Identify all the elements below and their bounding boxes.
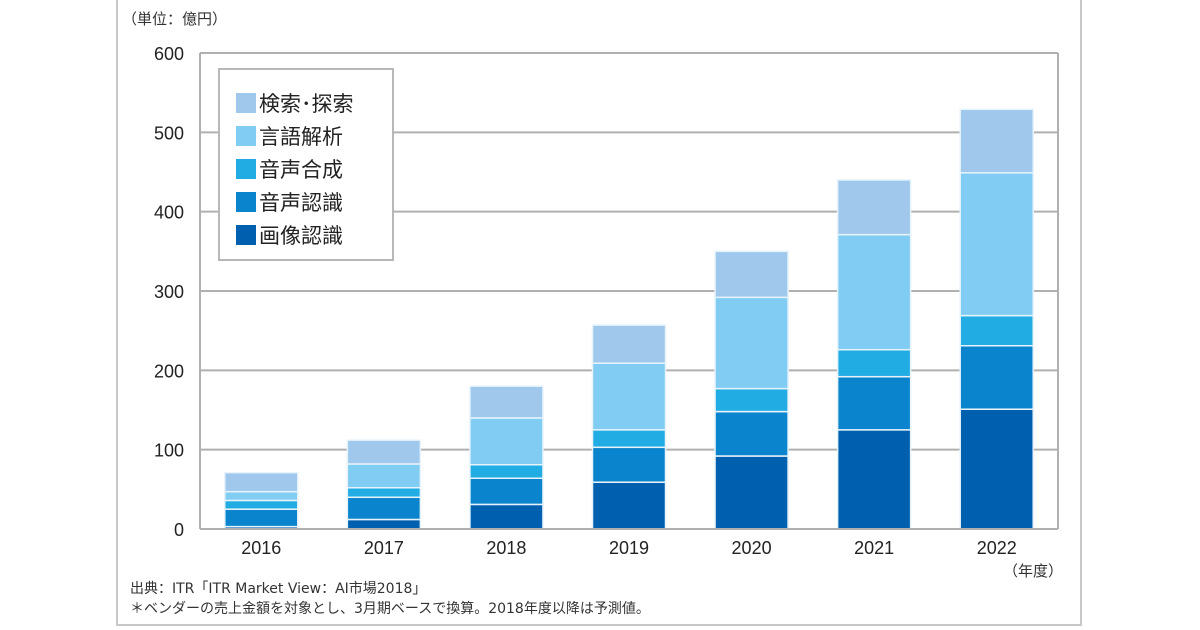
bar-segment [959,108,1034,174]
y-tick-label: 500 [154,123,184,143]
legend-swatch [236,225,256,245]
legend-item: 画像認識 [236,222,343,248]
bar-segment [224,471,299,493]
bar-segment [346,486,422,499]
legend-swatch [236,126,256,146]
x-tick-label: 2018 [486,538,526,558]
bar-segment [591,362,667,431]
legend-label: 画像認識 [259,224,343,248]
x-axis-unit-label: （年度） [1003,562,1064,580]
bar-segment [714,387,789,413]
y-tick-label: 300 [154,282,184,302]
y-tick-label: 600 [154,44,184,64]
legend-label: 言語解析 [259,125,343,149]
bar-segment [959,344,1034,410]
bar-segment [224,490,299,502]
bar-segment [591,429,667,449]
bar-segment [836,348,912,378]
x-tick-label: 2019 [609,538,649,558]
bar-segment [714,455,789,530]
legend-label: 音声認識 [259,191,343,215]
bar-segment [591,446,667,483]
bar-segment [959,172,1034,317]
footnote: ＊ベンダーの売上金額を対象とし、3月期ベースで換算。2018年度以降は予測値。 [130,601,650,617]
bar-segment [224,499,299,510]
bar-segment [469,385,544,419]
bar-segment [836,429,912,530]
legend: 検索･探索 言語解析 音声合成 音声認識 画像認識 [218,68,394,261]
y-axis-ticks: 0 100 200 300 400 500 600 [154,44,184,540]
axes [199,53,1059,530]
bar-segment [714,296,789,390]
legend-item: 検索･探索 [236,90,354,116]
bars [224,108,1034,530]
bar-segment [346,518,422,530]
x-tick-label: 2017 [364,538,404,558]
bar-segment [469,463,544,479]
legend-swatch [236,192,256,212]
bar-segment [346,496,422,521]
legend-item: 音声合成 [236,156,343,182]
x-tick-label: 2020 [732,538,772,558]
bar-segment [836,375,912,431]
legend-item: 音声認識 [236,189,343,215]
bar-segment [836,233,912,351]
legend-item: 言語解析 [236,123,343,149]
bar-segment [714,250,789,299]
y-tick-label: 200 [154,361,184,381]
bar-segment [469,503,544,530]
y-tick-label: 400 [154,203,184,223]
bar-segment [959,408,1034,530]
legend-label: 音声合成 [259,158,343,182]
bar-segment [836,179,912,236]
bar-segment [346,463,422,489]
bar-segment [959,314,1034,347]
x-axis-ticks: 2016 2017 2018 2019 2020 2021 2022 [241,538,1016,558]
bar-segment [469,417,544,466]
y-tick-label: 100 [154,441,184,461]
x-tick-label: 2022 [977,538,1017,558]
bar-segment [591,324,667,364]
x-tick-label: 2021 [854,538,894,558]
source-note: 出典：ITR「ITR Market View：AI市場2018」 [130,581,427,597]
legend-label: 検索･探索 [259,92,354,116]
y-axis-unit-label: （単位：億円） [122,10,228,28]
bar-segment [469,477,544,506]
legend-swatch [236,93,256,113]
bar-segment [591,481,667,530]
bar-segment [224,508,299,528]
x-tick-label: 2016 [241,538,281,558]
y-tick-label: 0 [174,520,184,540]
bar-segment [714,410,789,457]
bar-segment [346,439,422,465]
legend-swatch [236,159,256,179]
